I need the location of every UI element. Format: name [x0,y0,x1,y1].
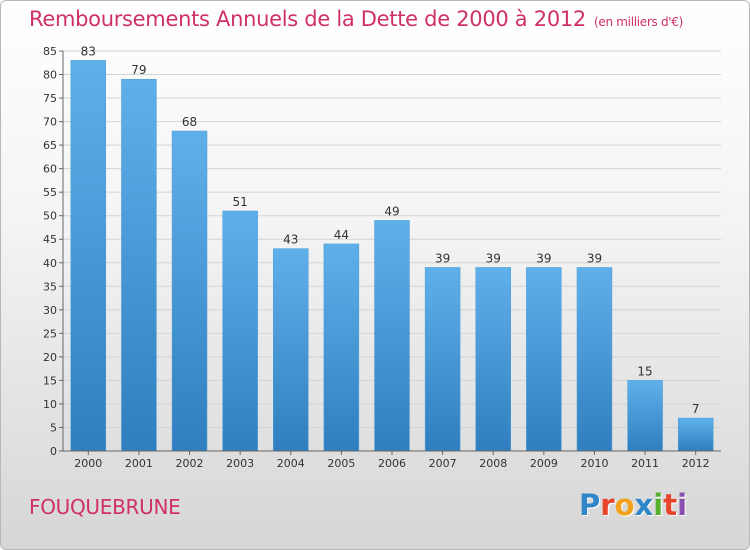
bar-value-label: 39 [486,251,501,265]
y-tick-label: 70 [43,116,57,129]
bars: 83 79 68 51 43 44 49 39 39 39 39 15 7 [70,44,714,452]
bar-value-label: 51 [233,195,248,209]
title-text: Remboursements Annuels de la Dette de 20… [29,7,586,31]
bar-value-label: 44 [334,228,349,242]
y-tick-label: 25 [43,327,57,340]
bar-value-label: 43 [283,233,298,247]
x-tick-label: 2005 [327,457,355,470]
bar-2001 [121,78,157,452]
y-tick-label: 40 [43,257,57,270]
chart-title: Remboursements Annuels de la Dette de 20… [29,7,683,31]
x-tick-label: 2002 [176,457,204,470]
bar-value-label: 83 [81,44,96,58]
logo-letter: o [614,488,635,522]
logo-letter: i [653,488,664,522]
logo-letter: x [634,488,654,522]
bar-value-label: 79 [131,63,146,77]
bar-value-label: 68 [182,115,197,129]
bar-value-label: 15 [637,364,652,378]
x-tick-label: 2000 [74,457,102,470]
x-tick-label: 2010 [580,457,608,470]
bar-2009 [526,267,562,452]
y-tick-label: 50 [43,210,57,223]
y-tick-label: 10 [43,398,57,411]
x-tick-label: 2004 [277,457,305,470]
x-tick-label: 2006 [378,457,406,470]
y-tick-label: 35 [43,280,57,293]
logo-letter: i [677,488,688,522]
x-tick-label: 2011 [631,457,659,470]
x-tick-label: 2001 [125,457,153,470]
x-tick-label: 2003 [226,457,254,470]
y-tick-label: 55 [43,186,57,199]
bar-2007 [424,267,461,452]
x-axis: 2000 2001 2002 2003 2004 2005 2006 2007 2008 2009… [63,450,721,470]
y-tick-label: 20 [43,351,57,364]
x-tick-label: 2009 [530,457,558,470]
y-tick-label: 60 [43,163,57,176]
x-tick-label: 2012 [682,457,710,470]
bar-2000 [70,60,107,452]
y-tick-label: 15 [43,374,57,387]
bar-value-label: 39 [536,251,551,265]
logo-letter: r [600,488,615,522]
bar-2010 [576,267,613,452]
commune-name: FOUQUEBRUNE [29,495,181,519]
bar-value-label: 49 [384,204,399,218]
y-tick-label: 80 [43,69,57,82]
y-tick-label: 45 [43,233,57,246]
bar-2008 [475,267,511,452]
y-tick-label: 5 [50,421,57,434]
title-unit: (en milliers d'€) [594,15,684,29]
x-tick-label: 2007 [429,457,457,470]
y-tick-label: 65 [43,139,57,152]
y-tick-label: 85 [43,45,57,58]
logo-letter: t [663,488,678,522]
bar-value-label: 39 [587,251,602,265]
y-axis: 0 5 10 15 20 25 30 35 40 45 50 55 60 65 70 75 80 85 [43,45,64,458]
proxiti-logo[interactable]: Proxiti [579,488,687,522]
logo-letter: P [579,488,601,522]
bar-2005 [323,243,360,452]
bar-2012 [677,417,714,452]
bar-2006 [374,220,410,452]
bar-2004 [273,248,309,452]
bar-value-label: 39 [435,251,450,265]
bar-2003 [222,210,258,452]
x-tick-label: 2008 [479,457,507,470]
y-tick-label: 75 [43,92,57,105]
y-tick-label: 30 [43,304,57,317]
bar-2011 [627,380,663,452]
bar-2002 [171,130,208,452]
bar-value-label: 7 [692,402,700,416]
y-tick-label: 0 [50,445,57,458]
